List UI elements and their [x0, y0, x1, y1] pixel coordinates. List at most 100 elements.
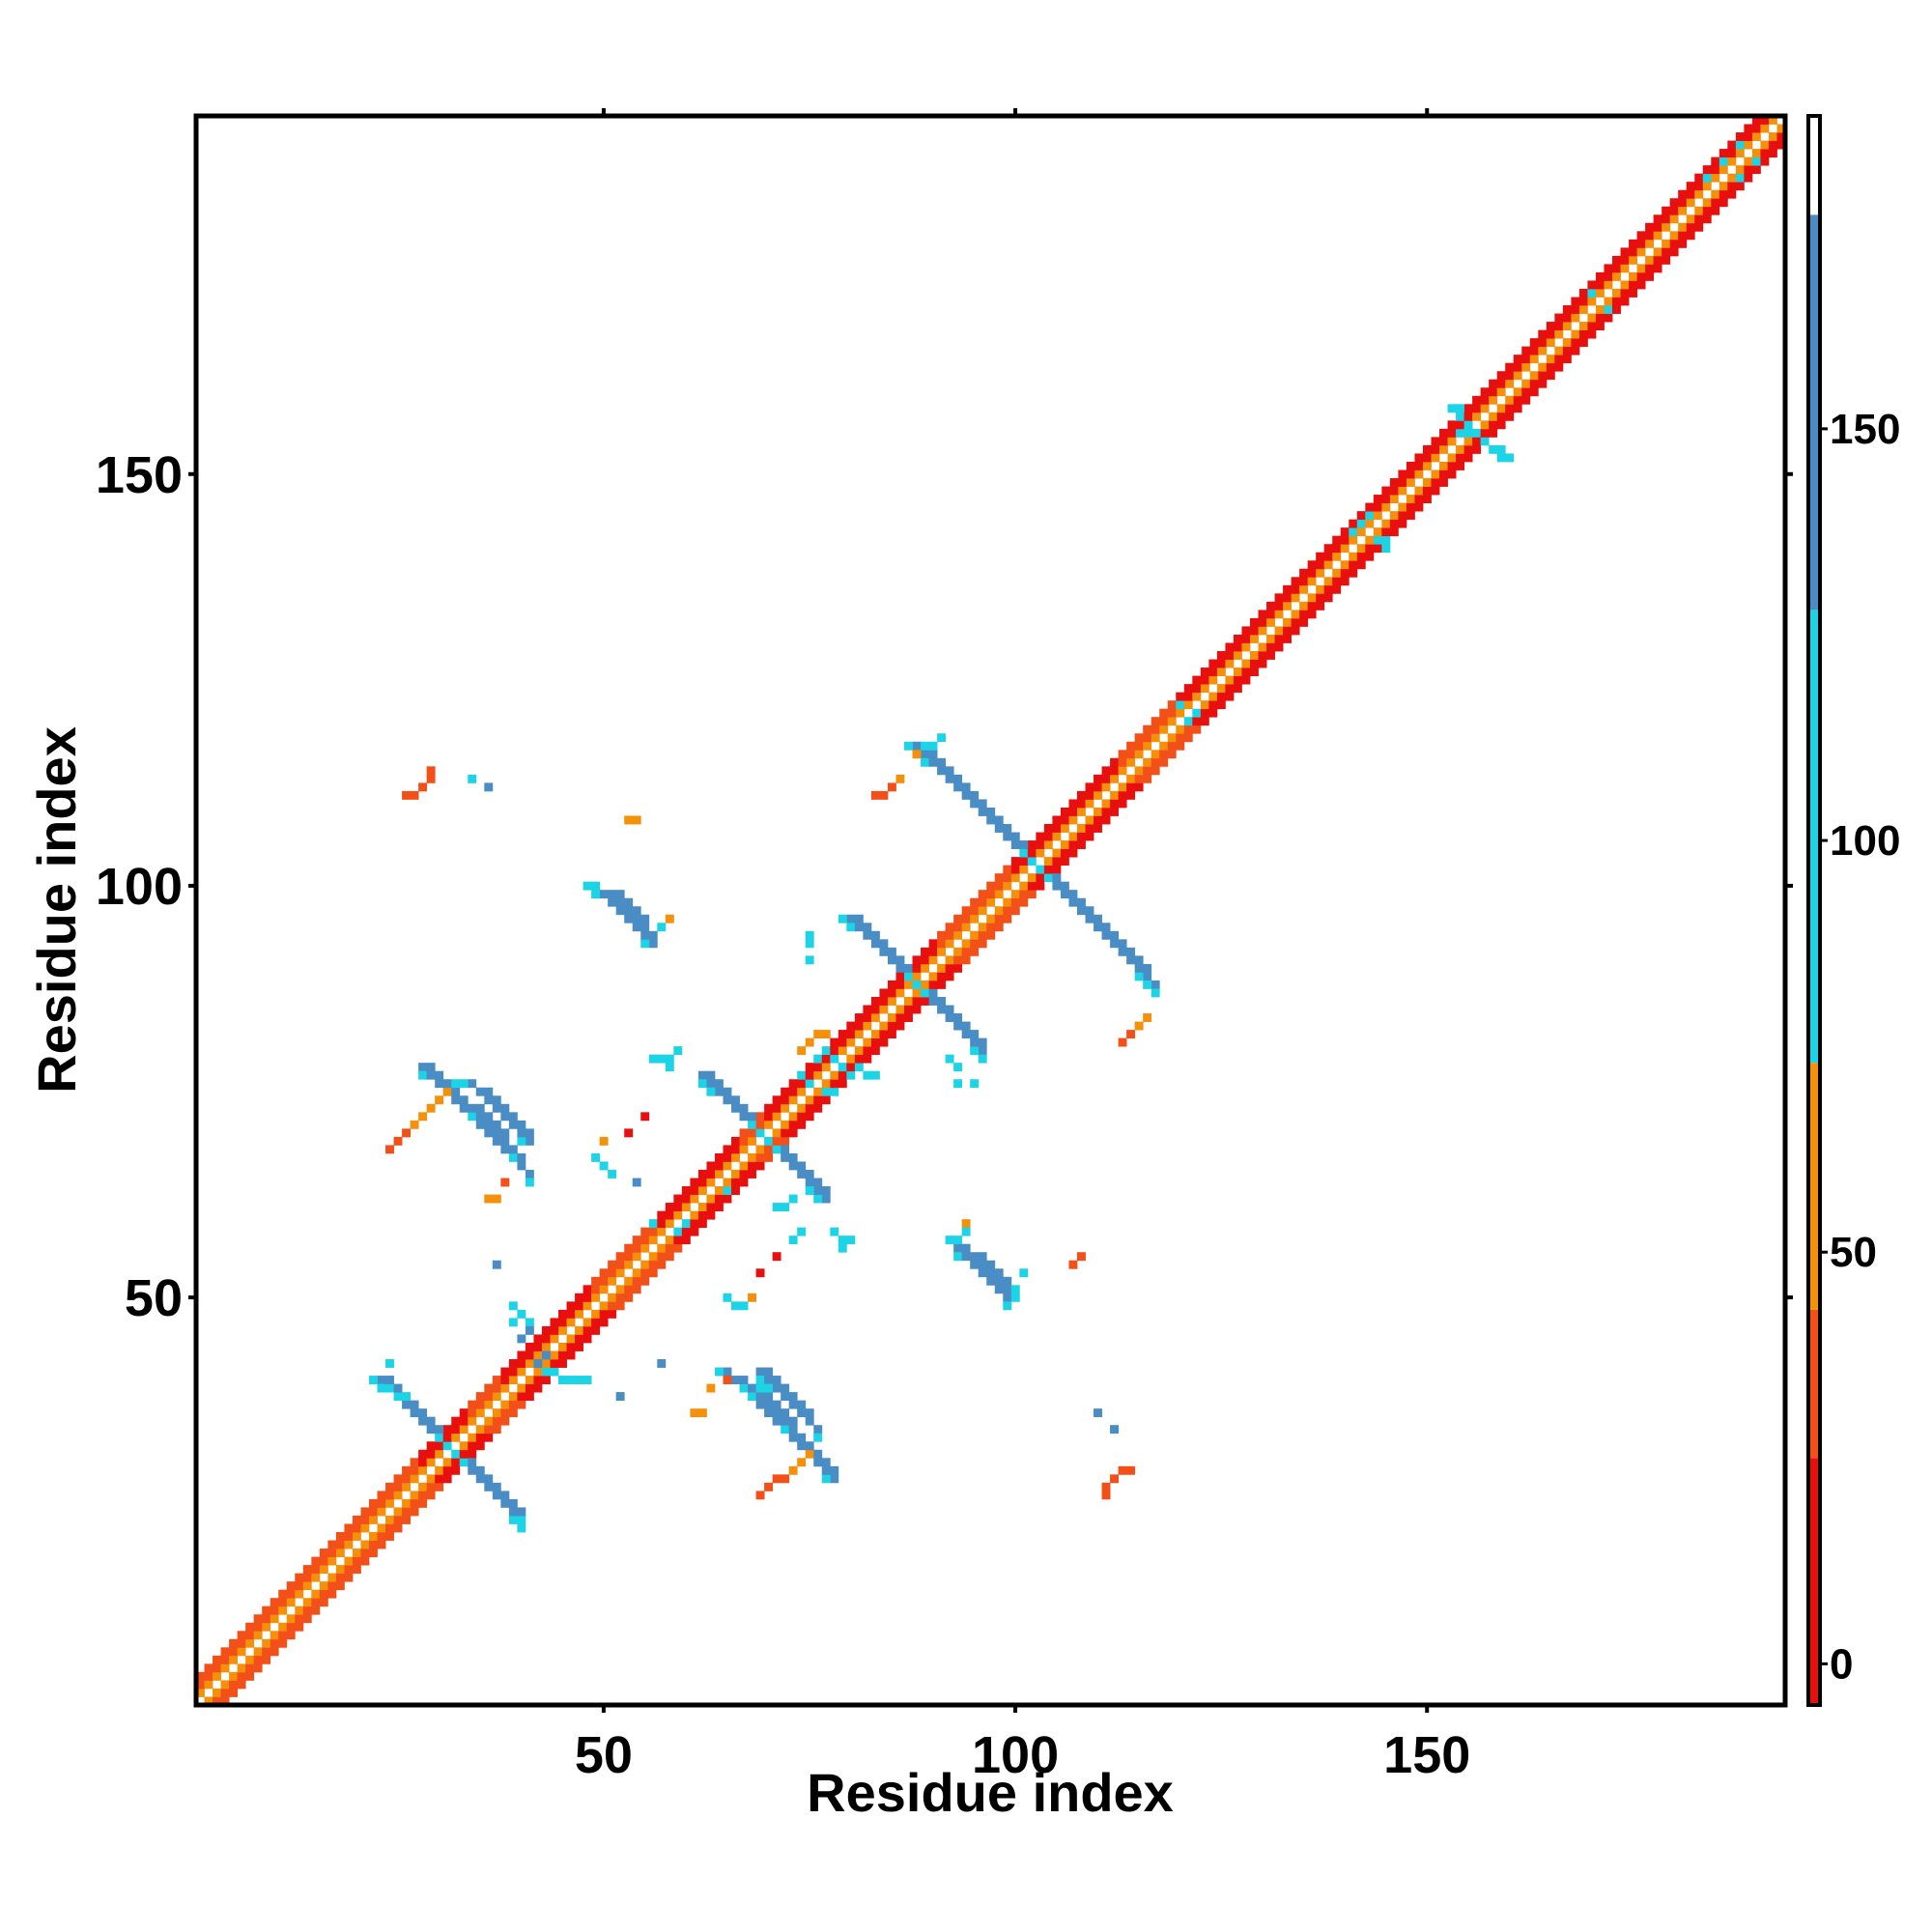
contact-cell: [377, 1498, 386, 1508]
contact-cell: [1134, 782, 1144, 792]
contact-cell: [1620, 280, 1630, 290]
contact-cell: [1751, 132, 1761, 141]
contact-cell: [459, 1425, 469, 1435]
contact-cell: [566, 1334, 576, 1344]
contact-cell: [961, 1219, 971, 1229]
contact-cell: [813, 1433, 823, 1442]
contact-cell: [1134, 955, 1144, 965]
contact-cell: [1496, 387, 1506, 397]
contact-cell: [986, 881, 996, 891]
contact-cell: [278, 1605, 288, 1615]
contact-cell: [1472, 428, 1482, 438]
y-tick-label: 50: [125, 1269, 183, 1327]
contact-cell: [863, 1070, 872, 1080]
contact-cell: [295, 1614, 304, 1624]
contact-cell: [1340, 560, 1350, 570]
contact-cell: [986, 1260, 996, 1269]
contact-cell: [1587, 313, 1597, 323]
contact-cell: [854, 1046, 864, 1056]
contact-cell: [1233, 642, 1242, 652]
contact-cell: [1768, 132, 1777, 141]
contact-cell: [797, 1408, 807, 1418]
contact-cell: [393, 1523, 403, 1533]
contact-cell: [739, 1301, 749, 1311]
contact-cell: [1241, 626, 1251, 636]
contact-cell: [1381, 527, 1391, 537]
contact-cell: [393, 1515, 403, 1524]
contact-cell: [1159, 708, 1169, 718]
contact-cell: [994, 923, 1004, 932]
contact-cell: [344, 1573, 354, 1582]
contact-cell: [1662, 214, 1671, 224]
contact-cell: [1283, 601, 1293, 611]
contact-cell: [706, 1070, 716, 1080]
contact-cell: [657, 1359, 667, 1368]
contact-cell: [500, 1136, 510, 1146]
contact-cell: [435, 1425, 444, 1435]
contact-cell: [928, 988, 938, 998]
contact-cell: [1101, 1482, 1111, 1492]
contact-cell: [1233, 651, 1242, 660]
contact-cell: [1463, 428, 1473, 438]
contact-cell: [1595, 280, 1605, 290]
contact-cell: [863, 1037, 872, 1047]
contact-cell: [788, 1400, 798, 1409]
contact-cell: [624, 1128, 634, 1138]
contact-cell: [1578, 338, 1588, 348]
contact-cell: [961, 1030, 971, 1039]
contact-cell: [1768, 149, 1777, 158]
contact-cell: [1768, 140, 1777, 150]
contact-cell: [994, 906, 1004, 916]
contact-cell: [1744, 124, 1753, 133]
contact-cell: [500, 1416, 510, 1426]
contact-cell: [640, 1227, 650, 1236]
contact-cell: [723, 1095, 732, 1105]
contact-cell: [1323, 544, 1333, 554]
contact-cell: [484, 1392, 494, 1402]
contact-cell: [196, 1671, 205, 1681]
contact-cell: [821, 1458, 831, 1467]
contact-cell: [928, 996, 938, 1006]
contact-cell: [451, 1458, 461, 1467]
contact-cell: [508, 1392, 518, 1402]
contact-cell: [582, 1318, 592, 1327]
contact-cell: [797, 1458, 807, 1467]
contact-cell: [1760, 156, 1770, 166]
contact-cell: [1036, 881, 1045, 891]
contact-cell: [1143, 757, 1152, 767]
contact-cell: [1019, 865, 1029, 874]
contact-cell: [1735, 149, 1745, 158]
contact-cell: [1110, 766, 1120, 776]
contact-cell: [1587, 322, 1597, 331]
contact-cell: [978, 1252, 987, 1262]
contact-cell: [418, 1112, 428, 1122]
contact-cell: [1562, 338, 1572, 348]
contact-cell: [1629, 288, 1637, 298]
contact-cell: [270, 1614, 279, 1624]
contact-cell: [1578, 288, 1588, 298]
contact-cell: [599, 1309, 609, 1319]
contact-cell: [1645, 222, 1655, 232]
contact-cell: [937, 939, 947, 949]
contact-cell: [517, 1128, 526, 1138]
contact-cell: [245, 1622, 255, 1632]
colorbar-tick-label: 100: [1830, 817, 1900, 865]
contact-cell: [517, 1367, 526, 1377]
contact-cell: [813, 1063, 823, 1072]
contact-cell: [615, 1260, 625, 1269]
contact-cell: [830, 1474, 839, 1484]
contact-cell: [1578, 322, 1588, 331]
contact-cell: [1727, 149, 1737, 158]
contact-cell: [418, 1465, 428, 1475]
contact-cell: [1422, 453, 1432, 463]
contact-cell: [1662, 239, 1671, 248]
contact-cell: [1340, 544, 1350, 554]
contact-cell: [895, 955, 905, 965]
contact-cell: [1381, 502, 1391, 512]
contact-cell: [813, 1186, 823, 1195]
contact-cell: [1447, 453, 1457, 463]
contact-cell: [739, 1376, 749, 1384]
contact-cell: [665, 914, 674, 923]
contact-cell: [755, 1491, 765, 1500]
contact-cell: [748, 1120, 756, 1129]
